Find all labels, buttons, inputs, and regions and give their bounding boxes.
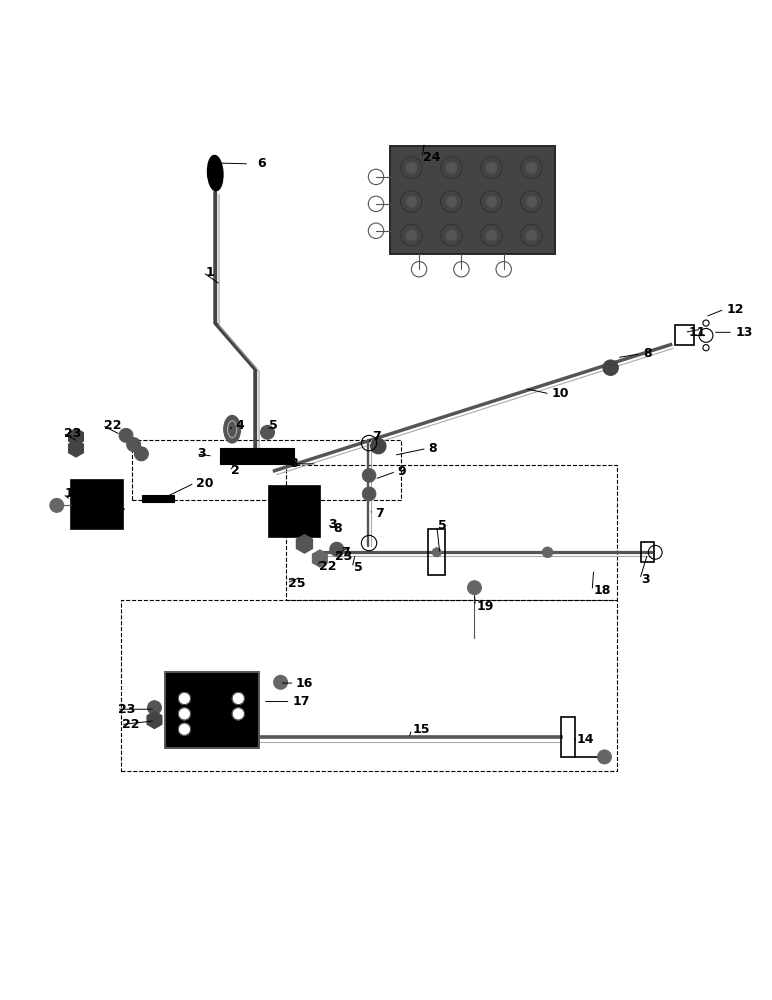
- Text: 18: 18: [594, 584, 611, 597]
- Text: 22: 22: [319, 560, 337, 573]
- Text: 19: 19: [477, 600, 494, 613]
- Text: 23: 23: [65, 427, 82, 440]
- Text: 20: 20: [196, 477, 214, 490]
- Circle shape: [406, 162, 417, 173]
- Text: 10: 10: [551, 387, 569, 400]
- Text: 16: 16: [65, 487, 82, 500]
- Circle shape: [261, 425, 275, 439]
- Circle shape: [603, 360, 618, 375]
- Bar: [142, 495, 174, 502]
- Bar: [561, 717, 575, 757]
- Text: 16: 16: [296, 677, 313, 690]
- Text: 9: 9: [398, 465, 406, 478]
- Circle shape: [526, 162, 537, 173]
- Text: 3: 3: [642, 573, 650, 586]
- Bar: [642, 542, 654, 562]
- Circle shape: [330, 542, 344, 556]
- Circle shape: [119, 428, 133, 442]
- Circle shape: [178, 692, 191, 705]
- Circle shape: [486, 230, 496, 241]
- Text: 8: 8: [289, 457, 298, 470]
- Text: 13: 13: [735, 326, 753, 339]
- Text: 24: 24: [423, 151, 440, 164]
- Bar: [390, 146, 555, 254]
- Text: 22: 22: [122, 718, 140, 731]
- Text: 7: 7: [375, 507, 384, 520]
- Text: 5: 5: [354, 561, 362, 574]
- Circle shape: [406, 196, 417, 207]
- Text: 14: 14: [277, 488, 294, 501]
- Text: 23: 23: [335, 550, 353, 563]
- Circle shape: [446, 162, 457, 173]
- Bar: [428, 529, 445, 575]
- Text: 7: 7: [341, 546, 350, 559]
- Text: 22: 22: [103, 419, 121, 432]
- Text: 3: 3: [328, 518, 337, 531]
- Circle shape: [486, 162, 496, 173]
- Text: 12: 12: [726, 303, 744, 316]
- Text: 15: 15: [413, 723, 431, 736]
- Bar: [165, 672, 259, 748]
- Circle shape: [50, 498, 64, 512]
- Circle shape: [362, 487, 376, 501]
- Text: 2: 2: [231, 464, 239, 477]
- Bar: [676, 325, 694, 345]
- Text: 11: 11: [689, 326, 706, 339]
- Circle shape: [178, 708, 191, 720]
- Circle shape: [406, 230, 417, 241]
- Text: 25: 25: [288, 577, 306, 590]
- Text: 14: 14: [577, 733, 594, 746]
- Text: 1: 1: [205, 266, 214, 279]
- Circle shape: [446, 230, 457, 241]
- Text: 5: 5: [269, 419, 278, 432]
- Circle shape: [232, 708, 245, 720]
- Text: 3: 3: [284, 450, 293, 463]
- Circle shape: [468, 581, 482, 595]
- Bar: [269, 486, 320, 537]
- Circle shape: [598, 750, 611, 764]
- Circle shape: [134, 447, 148, 461]
- Text: 8: 8: [643, 347, 652, 360]
- Bar: [165, 672, 259, 748]
- Text: 21: 21: [107, 500, 125, 513]
- Bar: [220, 448, 293, 464]
- Text: 4: 4: [235, 419, 244, 432]
- Text: 3: 3: [198, 447, 206, 460]
- Circle shape: [274, 675, 287, 689]
- Circle shape: [178, 723, 191, 735]
- Ellipse shape: [208, 155, 223, 191]
- Circle shape: [526, 196, 537, 207]
- Text: 5: 5: [438, 519, 447, 532]
- Circle shape: [232, 692, 245, 705]
- Circle shape: [371, 438, 386, 454]
- Circle shape: [486, 196, 496, 207]
- Circle shape: [147, 701, 161, 715]
- Circle shape: [526, 230, 537, 241]
- Circle shape: [127, 438, 141, 452]
- Text: 17: 17: [292, 695, 310, 708]
- Bar: [70, 480, 123, 529]
- Text: 6: 6: [258, 157, 266, 170]
- Bar: [390, 146, 555, 254]
- Text: 8: 8: [334, 522, 342, 535]
- Circle shape: [542, 547, 553, 558]
- Text: 7: 7: [372, 430, 381, 443]
- Text: 8: 8: [428, 442, 437, 455]
- Circle shape: [446, 196, 457, 207]
- Text: 23: 23: [118, 703, 136, 716]
- Circle shape: [432, 548, 442, 557]
- Circle shape: [362, 468, 376, 482]
- Ellipse shape: [224, 415, 241, 443]
